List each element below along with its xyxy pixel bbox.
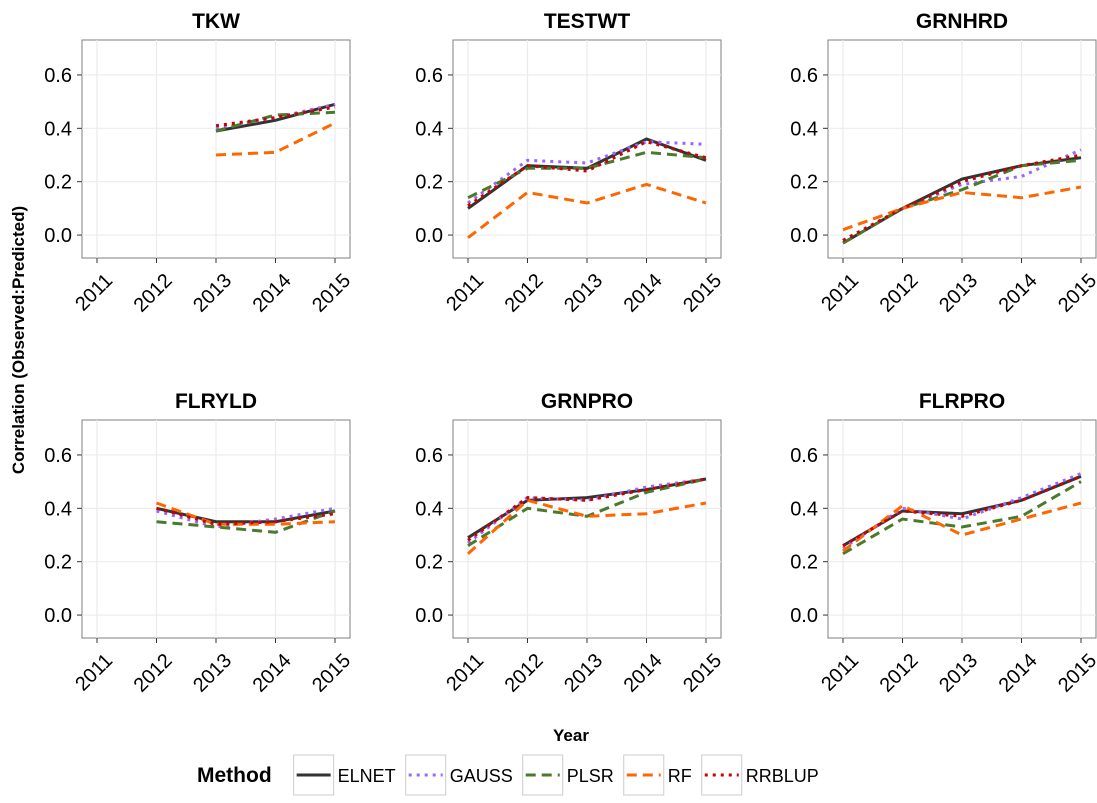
y-tick-label: 0.4 [415,118,443,140]
y-tick-label: 0.2 [44,172,72,194]
legend-label: PLSR [567,766,614,786]
line-series [467,477,707,547]
y-tick-label: 0.0 [415,225,443,247]
x-tick-label: 2011 [71,270,117,316]
legend-label: RRBLUP [746,766,819,786]
line-series [842,472,1082,550]
y-tick-label: 0.6 [44,65,72,87]
x-tick-label: 2013 [189,270,236,317]
y-tick-label: 0.4 [44,498,72,520]
x-tick-label: 2012 [501,270,548,317]
y-tick-label: 0.4 [415,498,443,520]
legend-label: GAUSS [450,766,513,786]
y-tick-label: 0.0 [415,605,443,627]
x-tick-label: 2015 [1054,270,1097,317]
line-series [467,140,707,205]
panel-title: GRNHRD [916,10,1008,33]
x-tick-label: 2011 [817,270,863,316]
y-tick-label: 0.0 [790,605,818,627]
y-tick-label: 0.4 [790,118,818,140]
y-tick-label: 0.6 [415,65,443,87]
line-series [842,158,1082,245]
x-tick-label: 2012 [130,270,177,317]
x-tick-label: 2014 [620,650,667,697]
panel-title: FLRPRO [919,390,1005,413]
x-tick-label: 2013 [560,650,607,697]
x-tick-label: 2014 [995,650,1042,697]
line-series [842,501,1082,553]
y-tick-label: 0.4 [44,118,72,140]
x-tick-label: 2015 [308,650,355,697]
x-tick-label: 2015 [308,270,355,317]
x-tick-label: 2014 [995,270,1042,317]
x-tick-label: 2012 [876,650,923,697]
line-series [155,501,336,526]
legend-label: ELNET [338,766,396,786]
x-tick-label: 2014 [620,270,667,317]
y-tick-label: 0.6 [415,445,443,467]
y-tick-label: 0.0 [44,605,72,627]
y-tick-label: 0.6 [790,65,818,87]
x-tick-label: 2015 [679,650,726,697]
legend-title: Method [197,764,272,787]
x-tick-label: 2013 [935,270,982,317]
line-series [842,480,1082,555]
x-tick-label: 2012 [130,650,177,697]
line-series [842,474,1082,547]
x-tick-label: 2011 [71,650,117,696]
x-tick-label: 2013 [560,270,607,317]
y-tick-label: 0.2 [790,552,818,574]
x-tick-label: 2011 [442,270,488,316]
line-series [215,110,336,133]
y-tick-label: 0.2 [44,552,72,574]
y-tick-label: 0.0 [44,225,72,247]
line-series [467,182,707,239]
x-tick-label: 2011 [442,650,488,696]
y-tick-label: 0.6 [790,445,818,467]
line-series [215,102,336,133]
y-tick-label: 0.2 [415,172,443,194]
y-tick-label: 0.2 [790,172,818,194]
line-series [215,121,336,157]
y-tick-label: 0.6 [44,445,72,467]
x-tick-label: 2014 [249,270,296,317]
x-tick-label: 2015 [679,270,726,317]
line-series [467,140,707,207]
legend-label: RF [668,766,692,786]
line-series [467,477,707,542]
y-tick-label: 0.4 [790,498,818,520]
line-series [466,498,707,555]
panel-title: TKW [192,10,240,33]
y-tick-label: 0.0 [790,225,818,247]
x-tick-label: 2012 [876,270,923,317]
x-tick-label: 2013 [189,650,236,697]
x-tick-label: 2013 [935,650,982,697]
x-tick-label: 2011 [817,650,863,696]
y-axis-label: Correlation (Observed:Predicted) [9,206,28,474]
panel-title: GRNPRO [541,390,633,413]
x-tick-label: 2012 [501,650,548,697]
x-axis-label: Year [553,726,589,745]
panel-title: TESTWT [544,10,630,33]
x-tick-label: 2015 [1054,650,1097,697]
panel-title: FLRYLD [175,390,257,413]
y-tick-label: 0.2 [415,552,443,574]
x-tick-label: 2014 [249,650,296,697]
